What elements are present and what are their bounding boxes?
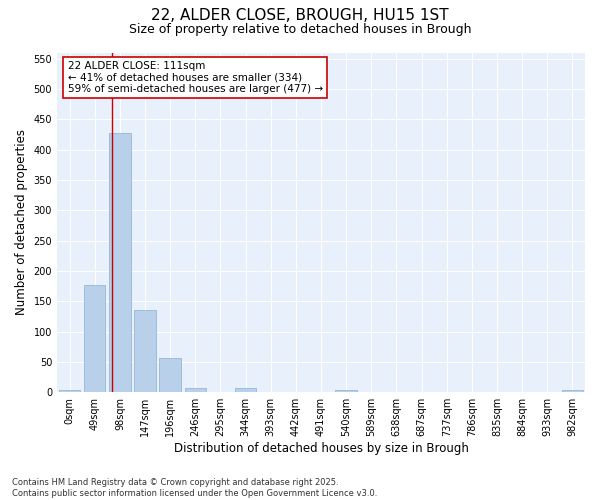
Text: Contains HM Land Registry data © Crown copyright and database right 2025.
Contai: Contains HM Land Registry data © Crown c… [12, 478, 377, 498]
Text: 22 ALDER CLOSE: 111sqm
← 41% of detached houses are smaller (334)
59% of semi-de: 22 ALDER CLOSE: 111sqm ← 41% of detached… [68, 61, 323, 94]
Bar [134, 310, 156, 392]
Y-axis label: Number of detached properties: Number of detached properties [15, 130, 28, 316]
Bar [235, 388, 256, 392]
Text: Size of property relative to detached houses in Brough: Size of property relative to detached ho… [129, 22, 471, 36]
Text: 22, ALDER CLOSE, BROUGH, HU15 1ST: 22, ALDER CLOSE, BROUGH, HU15 1ST [151, 8, 449, 22]
Bar [185, 388, 206, 392]
Bar [109, 133, 131, 392]
Bar [562, 390, 583, 392]
Bar [335, 390, 357, 392]
Bar [160, 358, 181, 392]
Bar [59, 390, 80, 392]
X-axis label: Distribution of detached houses by size in Brough: Distribution of detached houses by size … [173, 442, 469, 455]
Bar [84, 285, 106, 392]
